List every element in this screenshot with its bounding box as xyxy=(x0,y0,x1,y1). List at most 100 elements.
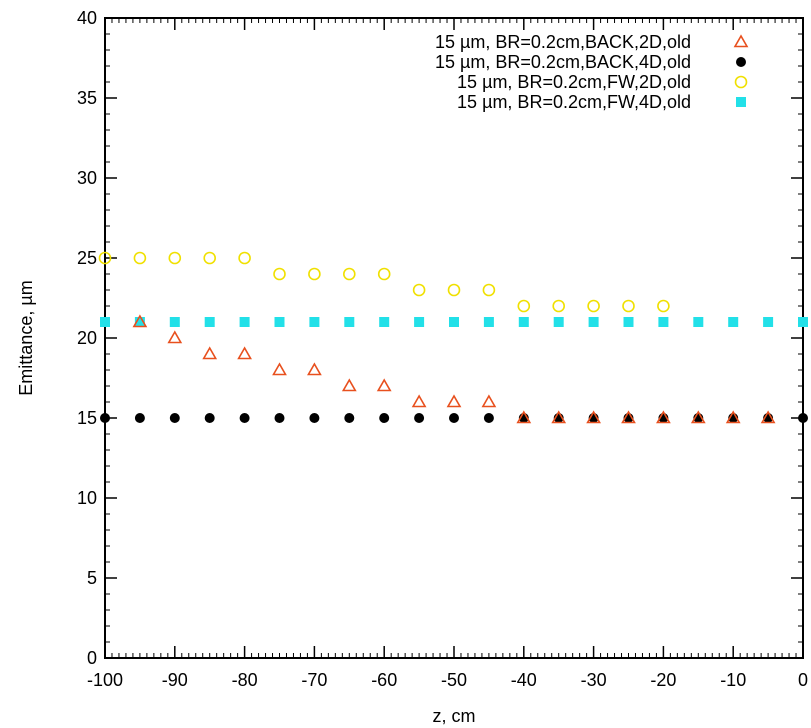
x-tick-label: -80 xyxy=(232,670,258,690)
data-point xyxy=(551,410,567,424)
data-point xyxy=(587,299,600,313)
y-tick-label: 5 xyxy=(87,568,97,588)
legend-marker xyxy=(733,34,749,48)
legend-marker xyxy=(736,97,746,107)
data-point xyxy=(586,410,601,424)
data-point xyxy=(134,413,145,423)
data-point xyxy=(621,410,636,424)
data-point xyxy=(379,413,390,423)
data-point xyxy=(517,299,531,313)
y-tick-label: 20 xyxy=(77,328,97,348)
data-point xyxy=(134,317,145,327)
legend-label: 15 µm, BR=0.2cm,FW,2D,old xyxy=(457,72,691,92)
data-point xyxy=(798,317,808,327)
x-tick-label: -10 xyxy=(720,670,746,690)
data-point xyxy=(202,346,218,360)
data-point xyxy=(483,413,494,423)
legend-marker xyxy=(734,75,748,89)
data-point xyxy=(798,413,808,423)
data-point xyxy=(481,394,497,408)
series-2-points xyxy=(98,251,670,313)
data-point xyxy=(414,413,425,423)
data-point xyxy=(274,317,285,327)
y-axis-title: Emittance, µm xyxy=(16,280,36,395)
data-point xyxy=(518,317,529,327)
data-point xyxy=(100,413,110,423)
data-point xyxy=(516,410,532,424)
data-point xyxy=(728,317,739,327)
data-point xyxy=(237,346,252,360)
data-point xyxy=(272,362,287,376)
y-tick-label: 0 xyxy=(87,648,97,668)
data-point xyxy=(342,267,356,281)
x-tick-label: 0 xyxy=(798,670,808,690)
data-point xyxy=(238,251,251,265)
plot-area xyxy=(104,17,804,659)
x-tick-label: -60 xyxy=(371,670,397,690)
x-tick-label: -70 xyxy=(301,670,327,690)
y-tick-label: 30 xyxy=(77,168,97,188)
data-point xyxy=(132,314,148,328)
data-point xyxy=(100,317,110,327)
data-point xyxy=(169,413,180,423)
data-point xyxy=(204,317,215,327)
data-point xyxy=(376,378,392,392)
data-point xyxy=(447,283,461,297)
legend-entry: 15 µm, BR=0.2cm,BACK,4D,old xyxy=(435,52,746,72)
data-point xyxy=(309,317,320,327)
legend-entry: 15 µm, BR=0.2cm,FW,4D,old xyxy=(457,92,746,112)
data-point xyxy=(309,413,320,423)
y-tick-label: 10 xyxy=(77,488,97,508)
data-point xyxy=(411,394,427,408)
data-point xyxy=(482,283,496,297)
legend-label: 15 µm, BR=0.2cm,BACK,2D,old xyxy=(435,32,691,52)
data-point xyxy=(656,410,671,424)
data-point xyxy=(763,317,774,327)
legend-label: 15 µm, BR=0.2cm,FW,4D,old xyxy=(457,92,691,112)
data-point xyxy=(622,299,635,313)
y-tick-label: 15 xyxy=(77,408,97,428)
legend-entry: 15 µm, BR=0.2cm,FW,2D,old xyxy=(457,72,748,92)
x-tick-label: -100 xyxy=(87,670,123,690)
data-points xyxy=(98,251,808,424)
data-point xyxy=(552,299,566,313)
data-point xyxy=(168,251,182,265)
data-point xyxy=(760,410,776,424)
data-point xyxy=(657,299,670,313)
y-tick-label: 35 xyxy=(77,88,97,108)
data-point xyxy=(658,317,669,327)
data-point xyxy=(274,413,285,423)
x-tick-label: -40 xyxy=(511,670,537,690)
y-tick-label: 40 xyxy=(77,8,97,28)
data-point xyxy=(239,317,250,327)
data-point xyxy=(414,317,425,327)
legend-marker xyxy=(736,57,746,67)
data-point xyxy=(308,267,321,281)
series-3-points xyxy=(100,317,808,327)
data-point xyxy=(449,413,459,423)
data-point xyxy=(588,317,599,327)
data-point xyxy=(273,267,286,281)
data-point xyxy=(377,267,391,281)
x-tick-label: -20 xyxy=(650,670,676,690)
data-point xyxy=(98,251,112,265)
x-tick-label: -30 xyxy=(581,670,607,690)
legend-entry: 15 µm, BR=0.2cm,BACK,2D,old xyxy=(435,32,749,52)
data-point xyxy=(344,413,355,423)
data-point xyxy=(204,413,215,423)
data-point xyxy=(412,283,426,297)
legend-label: 15 µm, BR=0.2cm,BACK,4D,old xyxy=(435,52,691,72)
axis-tick-labels: -100 -90 -80 -70 -60 -50 -40 -30 -20 -10 005101520… xyxy=(77,8,808,690)
data-point xyxy=(239,413,250,423)
data-point xyxy=(203,251,216,265)
data-point xyxy=(446,394,462,408)
data-point xyxy=(690,410,706,424)
data-point xyxy=(344,317,355,327)
x-tick-label: -50 xyxy=(441,670,467,690)
x-axis-title: z, cm xyxy=(433,706,476,726)
data-point xyxy=(483,317,494,327)
x-tick-label: -90 xyxy=(162,670,188,690)
data-point xyxy=(725,410,741,424)
